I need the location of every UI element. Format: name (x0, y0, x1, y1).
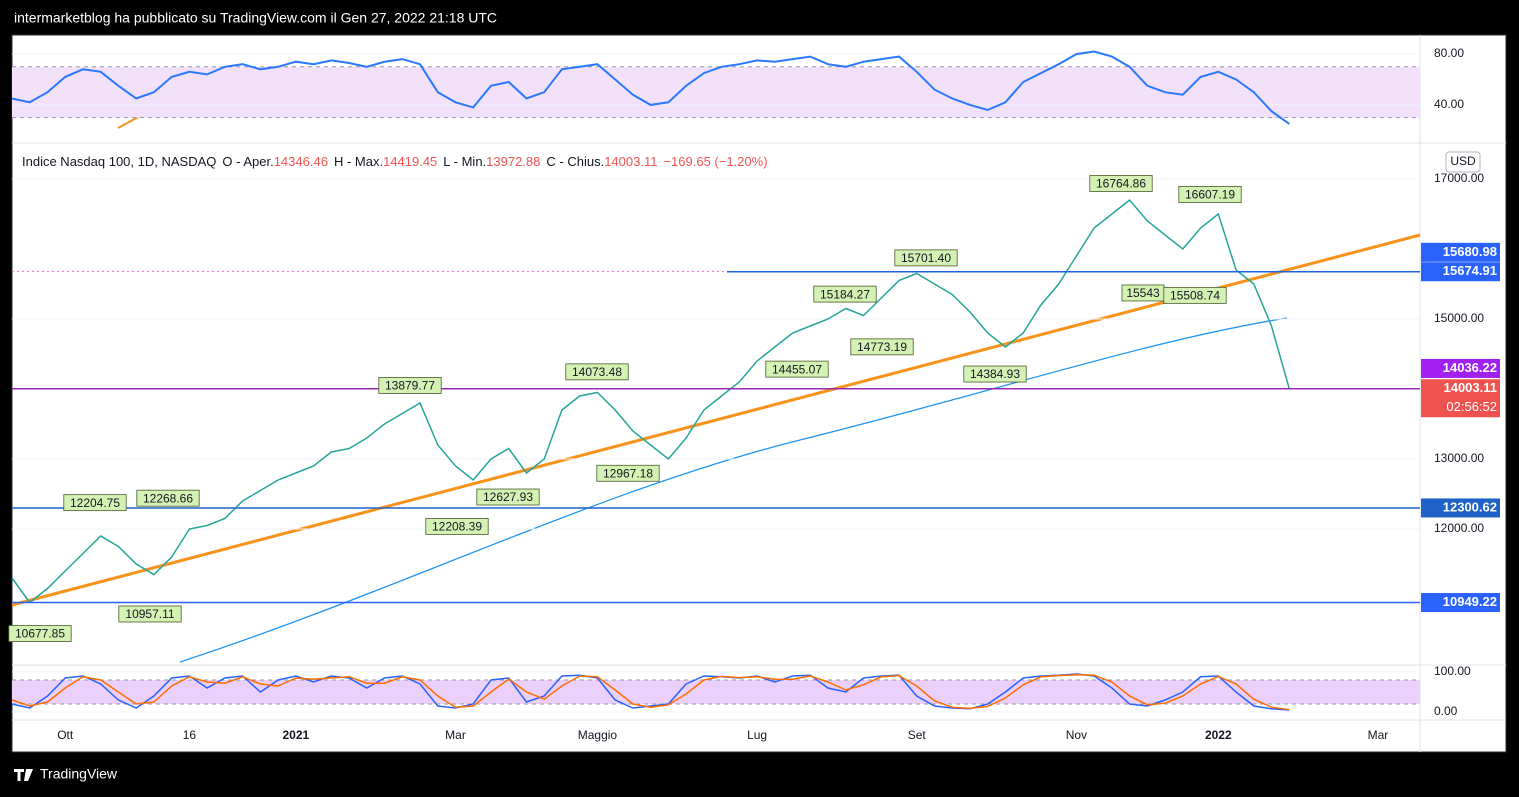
series-line (11, 673, 1290, 711)
price-tag-label: 14036.22 (1443, 360, 1497, 375)
price-annotation (378, 377, 442, 394)
price-tag-label: 10949.22 (1443, 594, 1497, 609)
ohlc-value: 14003.11 (604, 154, 657, 169)
price-annotation-label: 15701.40 (901, 251, 951, 265)
x-tick-label: Ott (57, 728, 74, 742)
price-annotation-label: 12204.75 (70, 496, 120, 510)
price-annotation-label: 16607.19 (1185, 188, 1235, 202)
ohlc-value: 14346.46 (274, 154, 328, 169)
series-line (11, 674, 1290, 711)
x-tick-label: Lug (747, 728, 767, 742)
price-annotation-label: 10677.85 (15, 627, 65, 641)
price-annotation-label: 15508.74 (1170, 289, 1220, 303)
x-tick-label: 2021 (282, 728, 309, 742)
price-annotation (850, 338, 914, 356)
x-tick-label: Nov (1066, 728, 1087, 742)
series-line (11, 198, 1291, 604)
price-annotation (813, 285, 877, 303)
price-tag (1421, 358, 1500, 378)
change-label: −169.65 (−1.20%) (663, 154, 767, 169)
currency-box[interactable] (1445, 151, 1481, 173)
instrument-title: Indice Nasdaq 100, 1D, NASDAQ (22, 154, 216, 169)
price-annotation (476, 488, 540, 506)
moving-average (179, 317, 1288, 663)
brand-name: TradingView (40, 766, 118, 782)
x-tick-label: Maggio (578, 728, 618, 742)
price-annotation (136, 489, 200, 507)
y-tick-label: 17000.00 (1434, 171, 1484, 185)
price-annotation (596, 464, 660, 482)
brand-logo (14, 769, 33, 781)
y-tick-label: 80.00 (1434, 46, 1464, 60)
y-tick-label: 0.00 (1434, 704, 1458, 718)
price-annotation (565, 363, 629, 381)
ohlc-value: 14419.45 (383, 154, 437, 169)
price-tag-label: 14003.11 (1443, 380, 1497, 395)
price-annotation (963, 365, 1027, 383)
countdown-label: 02:56:52 (1446, 399, 1497, 414)
price-annotation (63, 494, 127, 512)
price-annotation-label: 16764.86 (1096, 177, 1146, 191)
price-tag (1421, 593, 1500, 613)
price-annotation-label: 12268.66 (143, 491, 193, 505)
price-annotation-label: 14384.93 (970, 367, 1020, 381)
price-annotation-label: 14455.07 (772, 362, 822, 376)
price-tag (1421, 379, 1500, 418)
price-annotation-label: 14773.19 (857, 340, 907, 354)
price-annotation (765, 360, 829, 378)
price-tag-label: 12300.62 (1443, 499, 1497, 514)
price-annotation-label: 12208.39 (432, 520, 482, 534)
price-annotation-label: 14073.48 (572, 365, 622, 379)
price-tag-label: 15674.91 (1443, 263, 1497, 278)
price-annotation-label: 12967.18 (603, 466, 653, 480)
ohlc-label: L - Min. (443, 154, 486, 169)
publish-header: intermarketblog ha pubblicato su Trading… (14, 10, 497, 26)
price-annotation (1163, 286, 1227, 304)
price-tag (1421, 262, 1500, 282)
x-tick-label: 16 (183, 728, 197, 742)
price-annotation-label: 13879.77 (385, 379, 435, 393)
ohlc-label: O - Aper. (222, 154, 273, 169)
price-annotation (1178, 186, 1242, 203)
x-tick-label: 2022 (1205, 728, 1232, 742)
y-tick-label: 12000.00 (1434, 521, 1484, 535)
ohlc-label: C - Chius. (546, 154, 604, 169)
chart-panel (11, 34, 1507, 753)
y-tick-label: 15000.00 (1434, 311, 1484, 325)
ohlc-value: 13972.88 (486, 154, 540, 169)
y-tick-label: 40.00 (1434, 97, 1464, 111)
band (12, 680, 1420, 704)
price-annotation (8, 625, 72, 642)
price-tag (1421, 498, 1500, 518)
price-annotation-label: 15184.27 (820, 287, 870, 301)
price-annotation (118, 605, 182, 623)
series-line (11, 50, 1290, 125)
price-annotation (1089, 175, 1153, 192)
y-tick-label: 13000.00 (1434, 451, 1484, 465)
x-tick-label: Mar (445, 728, 466, 742)
price-annotation-label: 10957.11 (125, 607, 174, 621)
x-tick-label: Mar (1368, 728, 1389, 742)
x-tick-label: Set (908, 728, 927, 742)
price-annotation (894, 249, 958, 267)
ohlc-label: H - Max. (334, 154, 383, 169)
price-annotation-label: 15543 (1126, 286, 1160, 300)
y-tick-label: 100.00 (1434, 664, 1471, 678)
price-tag (1421, 242, 1500, 262)
currency-label[interactable]: USD (1450, 154, 1476, 168)
price-annotation-label: 12627.93 (483, 490, 533, 504)
price-tag-label: 15680.98 (1443, 244, 1497, 259)
instrument-legend: Indice Nasdaq 100, 1D, NASDAQ O - Aper.14… (22, 154, 768, 169)
price-annotation (425, 517, 489, 535)
